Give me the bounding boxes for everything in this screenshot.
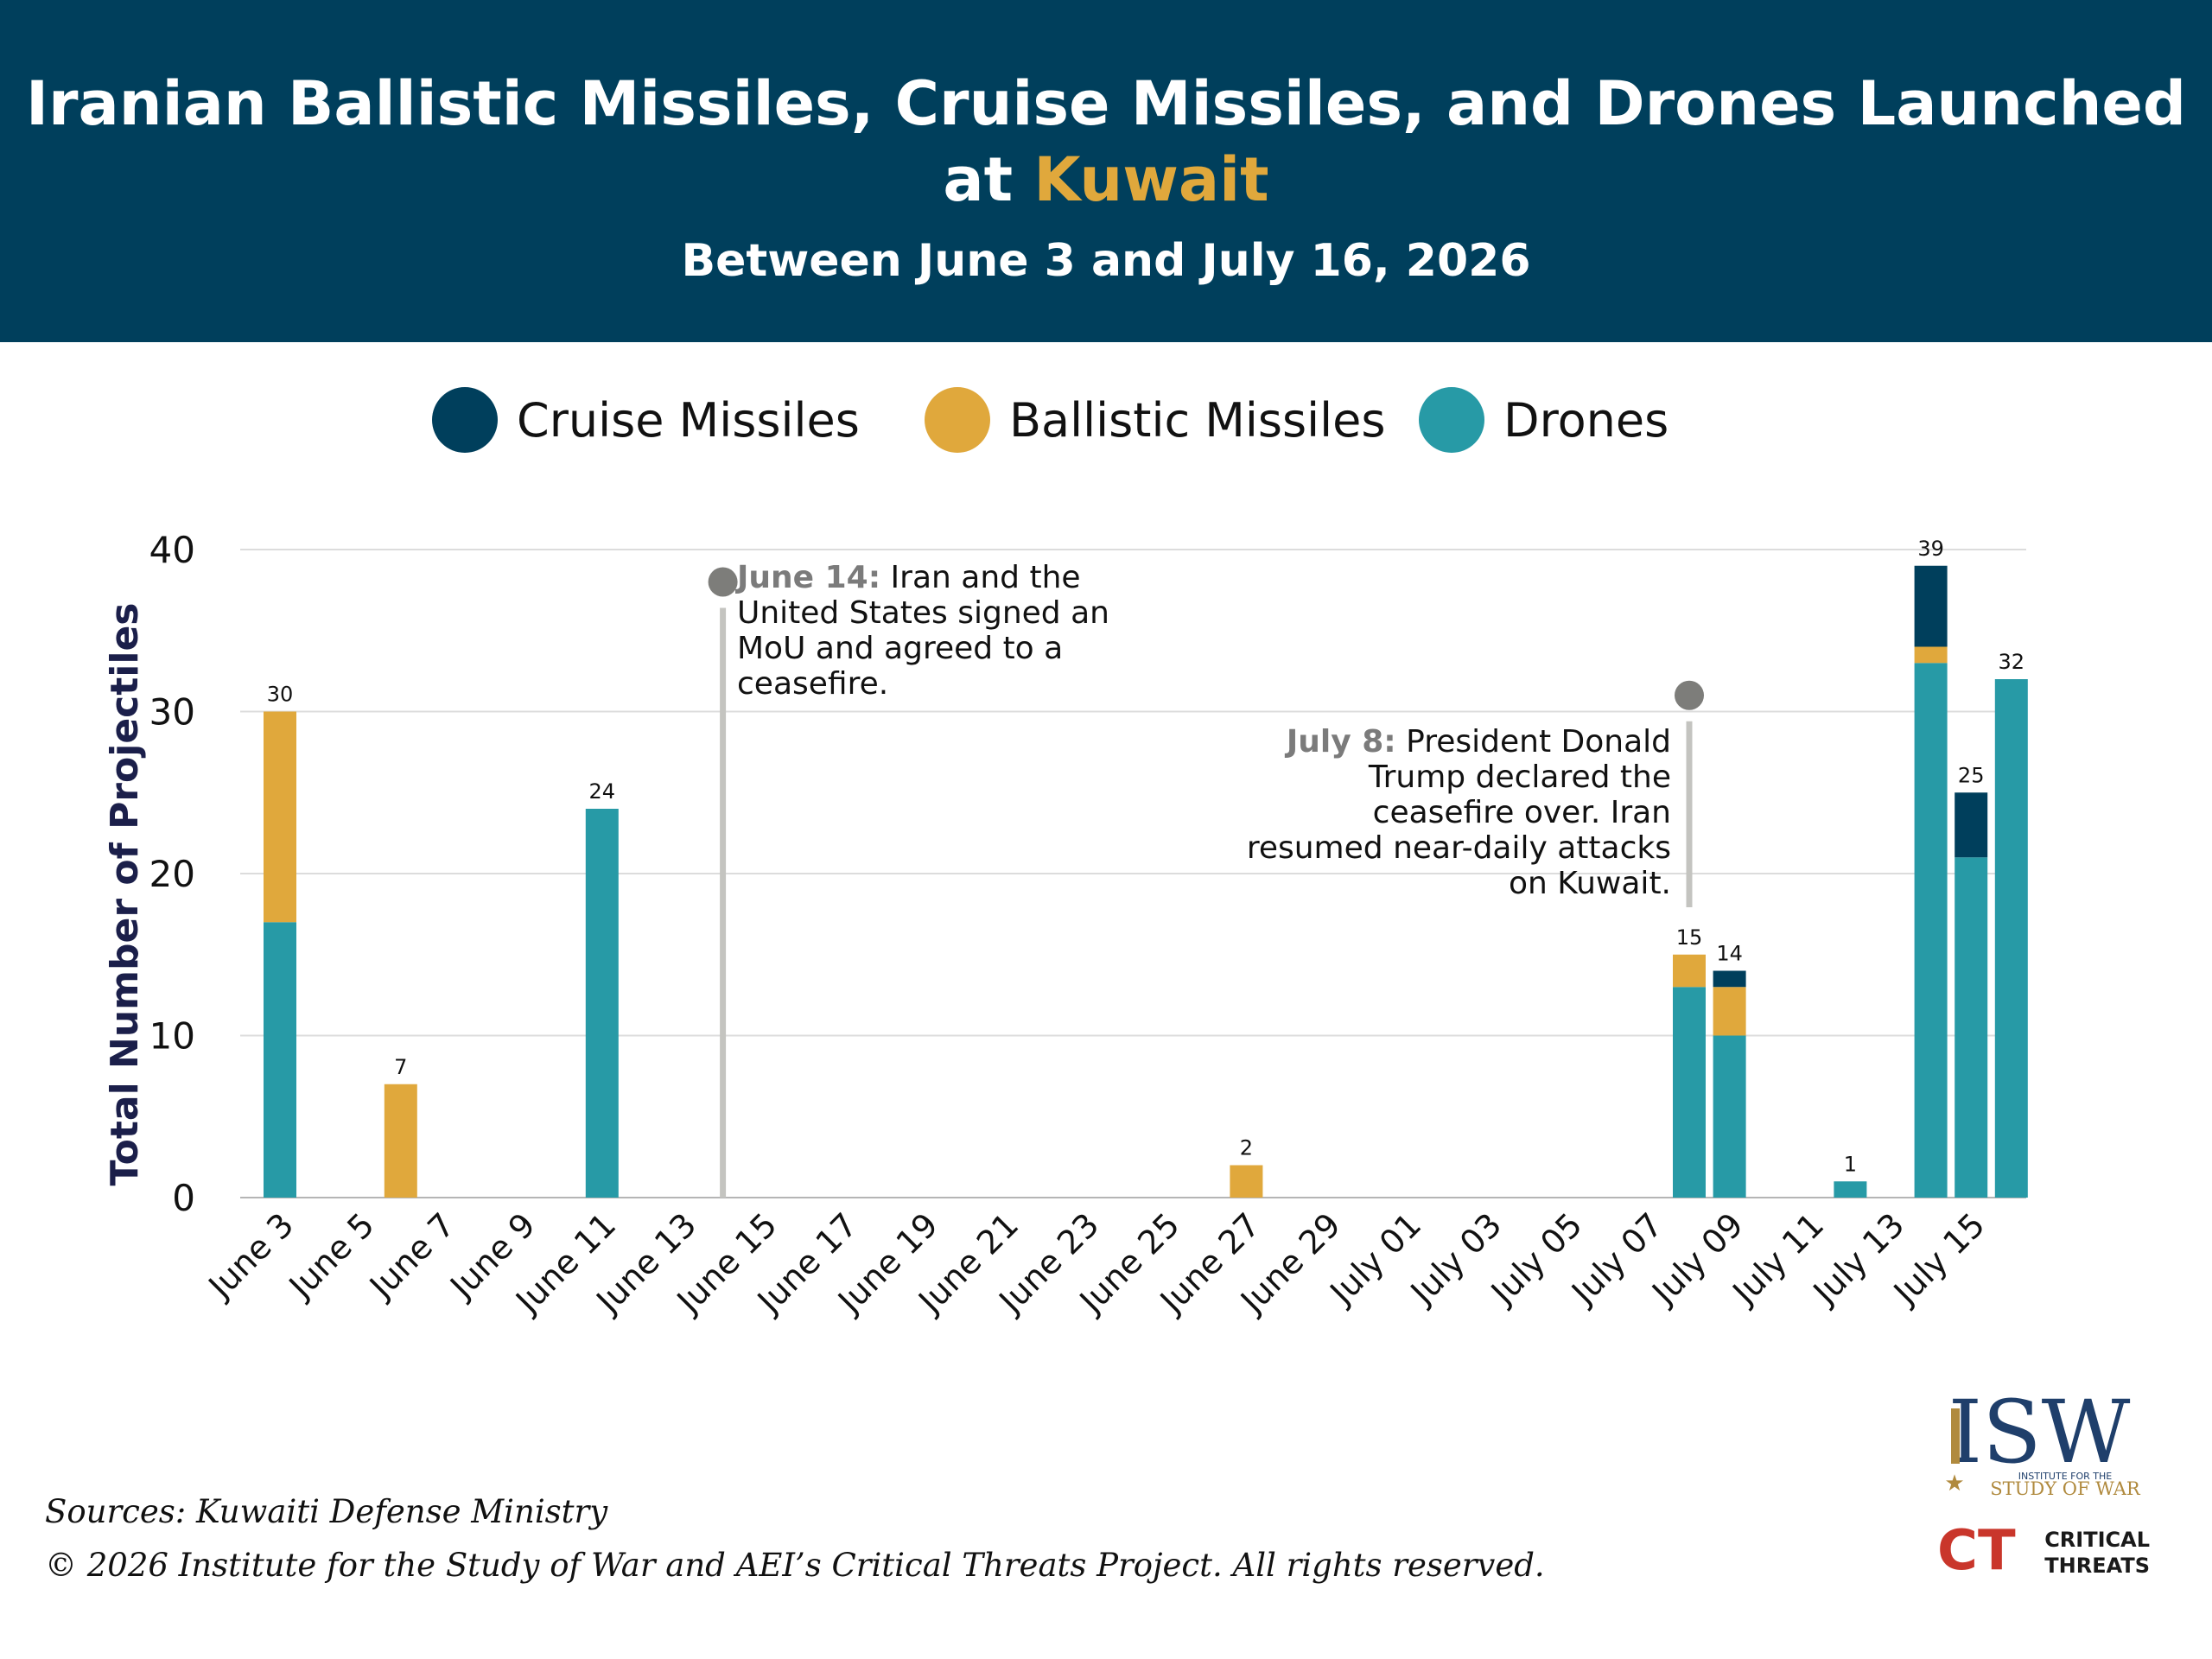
- bar-total-label: 7: [394, 1055, 407, 1079]
- bar-segment-cruise-missiles: [1713, 970, 1746, 988]
- x-tick-label: July 11: [1725, 1205, 1832, 1313]
- bars: [264, 565, 2028, 1198]
- y-axis-title: Total Number of Projectiles: [103, 602, 147, 1186]
- annotation-june-14-text: Iran and the United States signed an MoU…: [737, 560, 1109, 702]
- x-tick-label: June 13: [588, 1205, 704, 1321]
- x-tick-label: June 27: [1152, 1205, 1268, 1321]
- annotation-july-8: July 8: President Donald Trump declared …: [1236, 724, 1671, 901]
- chart-title-line1: Iranian Ballistic Missiles, Cruise Missi…: [25, 68, 2187, 139]
- bar-segment-cruise-missiles: [1914, 565, 1948, 647]
- isw-logo-accent: [1951, 1408, 1960, 1464]
- x-tick-label: June 15: [669, 1205, 785, 1321]
- title-highlight: Kuwait: [1033, 144, 1269, 215]
- x-tick-label: June 21: [910, 1205, 1026, 1321]
- x-tick-label: July 07: [1563, 1205, 1670, 1313]
- y-tick-label: 20: [149, 853, 195, 895]
- y-tick-label: 0: [172, 1177, 195, 1219]
- bar-segment-ballistic-missiles: [1914, 646, 1948, 664]
- y-tick-label: 10: [149, 1015, 195, 1058]
- annotation-marker: [1675, 680, 1704, 710]
- x-tick-label: June 17: [749, 1205, 865, 1321]
- bar-total-label: 25: [1958, 763, 1985, 787]
- annotation-july-8-text: President Donald Trump declared the ceas…: [1246, 724, 1671, 901]
- legend-label-ballistic: Ballistic Missiles: [1009, 392, 1386, 448]
- bar-segment-drones: [585, 809, 619, 1198]
- sources-line: Sources: Kuwaiti Defense Ministry: [45, 1493, 608, 1530]
- y-tick-label: 30: [149, 691, 195, 734]
- gridlines: [240, 549, 2026, 1198]
- y-tick-label: 40: [149, 529, 195, 571]
- x-tick-label: June 11: [507, 1205, 623, 1321]
- bar-total-label: 15: [1676, 925, 1703, 950]
- x-tick-label: June 9: [442, 1205, 543, 1306]
- isw-logo: ISW ★ INSTITUTE FOR THE STUDY OF WAR: [1944, 1389, 2141, 1499]
- x-tick-label: July 05: [1483, 1205, 1590, 1313]
- annotation-marker: [708, 567, 738, 597]
- bar-segment-ballistic-missiles: [264, 711, 296, 923]
- isw-logo-sub1: INSTITUTE FOR THE: [2018, 1471, 2112, 1482]
- x-tick-label: June 23: [991, 1205, 1107, 1321]
- legend-item-ballistic-missiles: Ballistic Missiles: [925, 385, 1386, 454]
- legend-swatch-ballistic: [925, 387, 990, 453]
- bar-total-label: 32: [1999, 650, 2025, 674]
- bar-total-label: 39: [1917, 537, 1944, 561]
- bar-segment-drones: [1955, 857, 1988, 1198]
- legend-label-cruise: Cruise Missiles: [517, 392, 860, 448]
- legend-item-cruise-missiles: Cruise Missiles: [432, 385, 860, 454]
- x-tick-label: June 7: [361, 1205, 462, 1306]
- x-tick-label: June 3: [200, 1205, 302, 1306]
- annotation-july-8-date: July 8:: [1286, 724, 1396, 760]
- title-prefix: at: [943, 144, 1034, 215]
- legend-swatch-drones: [1419, 387, 1484, 453]
- x-tick-label: July 13: [1805, 1205, 1912, 1313]
- x-tick-label: July 15: [1885, 1205, 1993, 1313]
- header-banner: Iranian Ballistic Missiles, Cruise Missi…: [0, 0, 2212, 342]
- legend-item-drones: Drones: [1419, 385, 1669, 454]
- bar-total-label: 2: [1240, 1136, 1253, 1160]
- critical-threats-logo: CT CRITICAL THREATS: [1937, 1522, 2150, 1578]
- bar-segment-ballistic-missiles: [1673, 954, 1706, 988]
- bar-total-label: 30: [267, 683, 294, 707]
- ct-logo-line2: THREATS: [2044, 1554, 2150, 1578]
- bar-segment-drones: [1994, 679, 2028, 1198]
- bar-segment-drones: [1713, 1035, 1746, 1198]
- bar-segment-drones: [1673, 987, 1706, 1198]
- isw-logo-mark: ISW: [1948, 1389, 2131, 1483]
- isw-logo-sub2: STUDY OF WAR: [1990, 1478, 2141, 1499]
- bar-total-label: 1: [1844, 1152, 1857, 1176]
- ct-logo-mark: CT: [1937, 1522, 2016, 1578]
- bar-segment-ballistic-missiles: [384, 1084, 417, 1198]
- bar-segment-cruise-missiles: [1955, 792, 1988, 858]
- bar-segment-ballistic-missiles: [1230, 1165, 1263, 1198]
- bar-segment-ballistic-missiles: [1713, 987, 1746, 1036]
- bar-segment-drones: [1914, 663, 1948, 1198]
- ct-logo-line1: CRITICAL: [2044, 1528, 2150, 1552]
- x-tick-label: June 29: [1232, 1205, 1348, 1321]
- annotation-june-14-date: June 14:: [737, 560, 881, 595]
- x-tick-label: July 01: [1322, 1205, 1429, 1313]
- annotation-june-14: June 14: Iran and the United States sign…: [737, 560, 1117, 702]
- chart-subtitle: Between June 3 and July 16, 2026: [681, 235, 1531, 287]
- bar-segment-drones: [1834, 1181, 1867, 1198]
- x-tick-label: June 25: [1071, 1205, 1187, 1321]
- chart-title-line2: at Kuwait: [0, 142, 2212, 218]
- value-labels: 30 7 24 2 15 14 1 39 25 32: [267, 537, 2024, 1177]
- x-tick-label: July 09: [1643, 1205, 1751, 1313]
- x-tick-label: July 03: [1402, 1205, 1510, 1313]
- bar-total-label: 14: [1716, 942, 1743, 966]
- x-tick-label: June 5: [281, 1205, 382, 1306]
- bar-total-label: 24: [589, 779, 616, 804]
- copyright-line: © 2026 Institute for the Study of War an…: [45, 1547, 1545, 1584]
- legend-swatch-cruise: [432, 387, 498, 453]
- x-tick-label: June 19: [830, 1205, 945, 1321]
- isw-star-icon: ★: [1944, 1470, 1964, 1496]
- legend-label-drones: Drones: [1503, 392, 1669, 448]
- bar-segment-drones: [264, 922, 296, 1198]
